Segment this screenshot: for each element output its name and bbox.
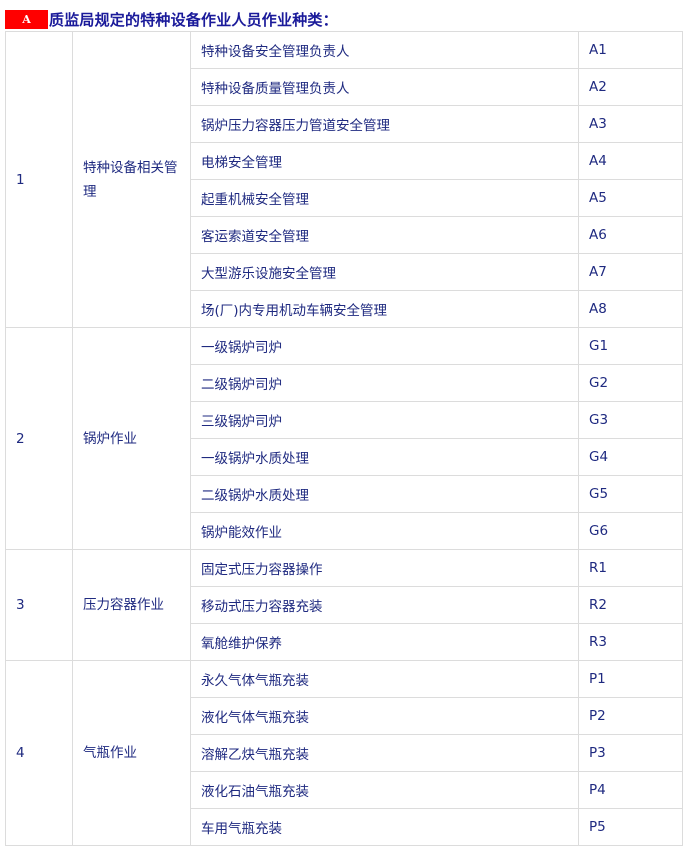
operation-code: P2 (578, 697, 683, 735)
table-row: 客运索道安全管理 A6 (6, 216, 683, 254)
operation-name: 客运索道安全管理 (190, 216, 579, 254)
table-row: 二级锅炉司炉 G2 (6, 364, 683, 402)
operation-name: 移动式压力容器充装 (190, 586, 579, 624)
operation-code: P5 (578, 808, 683, 846)
operation-name: 一级锅炉水质处理 (190, 438, 579, 476)
operation-name: 液化气体气瓶充装 (190, 697, 579, 735)
group-number: 2 (5, 327, 73, 550)
table-row: 锅炉压力容器压力管道安全管理 A3 (6, 105, 683, 143)
operation-name: 锅炉能效作业 (190, 512, 579, 550)
operation-name: 溶解乙炔气瓶充装 (190, 734, 579, 772)
operation-name: 电梯安全管理 (190, 142, 579, 180)
operation-code: G6 (578, 512, 683, 550)
operation-code: G5 (578, 475, 683, 513)
table-row: 锅炉能效作业 G6 (6, 512, 683, 550)
operation-code: G4 (578, 438, 683, 476)
operation-code: G2 (578, 364, 683, 402)
operation-code: P4 (578, 771, 683, 809)
operation-code: R3 (578, 623, 683, 661)
operation-name: 二级锅炉司炉 (190, 364, 579, 402)
operation-code: G1 (578, 327, 683, 365)
group-number: 3 (5, 549, 73, 661)
operation-name: 特种设备安全管理负责人 (190, 31, 579, 69)
operation-name: 一级锅炉司炉 (190, 327, 579, 365)
operation-code: A1 (578, 31, 683, 69)
group-number: 4 (5, 660, 73, 846)
table-row: 大型游乐设施安全管理 A7 (6, 253, 683, 291)
operation-name: 场(厂)内专用机动车辆安全管理 (190, 290, 579, 328)
table-row: 三级锅炉司炉 G3 (6, 401, 683, 439)
operation-code: R2 (578, 586, 683, 624)
operation-code: P1 (578, 660, 683, 698)
operation-name: 特种设备质量管理负责人 (190, 68, 579, 106)
table-row: 溶解乙炔气瓶充装 P3 (6, 734, 683, 772)
group-category: 压力容器作业 (72, 549, 191, 661)
group-number: 1 (5, 31, 73, 328)
table-row: 4 气瓶作业 永久气体气瓶充装 P1 (5, 660, 683, 846)
operation-code: P3 (578, 734, 683, 772)
operation-code: A5 (578, 179, 683, 217)
operation-code: A7 (578, 253, 683, 291)
table-row: 起重机械安全管理 A5 (6, 179, 683, 217)
operation-code: A2 (578, 68, 683, 106)
table-row: 二级锅炉水质处理 G5 (6, 475, 683, 513)
operation-code: R1 (578, 549, 683, 587)
operation-name: 液化石油气瓶充装 (190, 771, 579, 809)
table-row: 电梯安全管理 A4 (6, 142, 683, 180)
section-title: 质监局规定的特种设备作业人员作业种类： (49, 10, 338, 29)
operation-name: 氧舱维护保养 (190, 623, 579, 661)
operation-code: G3 (578, 401, 683, 439)
table-row: 特种设备质量管理负责人 A2 (6, 68, 683, 106)
operation-name: 固定式压力容器操作 (190, 549, 579, 587)
operation-code: A4 (578, 142, 683, 180)
table-row: 液化石油气瓶充装 P4 (6, 771, 683, 809)
section-heading: A 质监局规定的特种设备作业人员作业种类： (5, 9, 338, 29)
operation-name: 起重机械安全管理 (190, 179, 579, 217)
table-row: 3 压力容器作业 固定式压力容器操作 R1 (5, 549, 683, 661)
group-category: 特种设备相关管理 (72, 31, 191, 328)
table-row: 场(厂)内专用机动车辆安全管理 A8 (6, 290, 683, 328)
table-row: 移动式压力容器充装 R2 (6, 586, 683, 624)
operation-name: 永久气体气瓶充装 (190, 660, 579, 698)
group-category: 锅炉作业 (72, 327, 191, 550)
table-row: 液化气体气瓶充装 P2 (6, 697, 683, 735)
table-row: 1 特种设备相关管理 特种设备安全管理负责人 A1 (5, 31, 683, 328)
operation-name: 大型游乐设施安全管理 (190, 253, 579, 291)
operation-code: A8 (578, 290, 683, 328)
operation-code: A6 (578, 216, 683, 254)
operation-name: 二级锅炉水质处理 (190, 475, 579, 513)
operation-name: 锅炉压力容器压力管道安全管理 (190, 105, 579, 143)
group-category: 气瓶作业 (72, 660, 191, 846)
section-badge: A (5, 9, 48, 29)
operation-types-table: 1 特种设备相关管理 特种设备安全管理负责人 A1 特种设备质量管理负责人 A2 锅炉压力容… (5, 31, 683, 846)
operation-name: 三级锅炉司炉 (190, 401, 579, 439)
operation-name: 车用气瓶充装 (190, 808, 579, 846)
table-row: 2 锅炉作业 一级锅炉司炉 G1 (5, 327, 683, 550)
operation-code: A3 (578, 105, 683, 143)
table-row: 氧舱维护保养 R3 (6, 623, 683, 661)
